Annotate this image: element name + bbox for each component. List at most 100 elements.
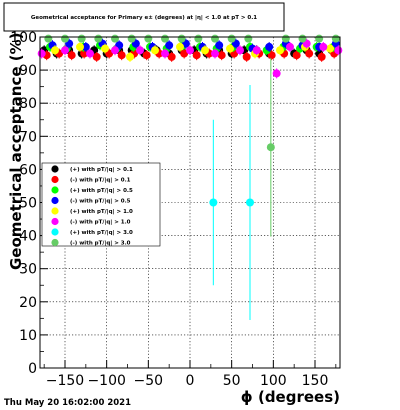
data-point — [319, 42, 328, 51]
series-4 — [51, 41, 334, 62]
data-point — [142, 51, 151, 60]
data-point — [111, 46, 119, 55]
data-point — [236, 46, 244, 55]
y-tick-label: 70 — [19, 129, 37, 145]
y-tick-label: 100 — [10, 30, 37, 46]
data-point — [67, 51, 76, 60]
data-point — [305, 49, 314, 58]
legend-marker — [51, 165, 59, 173]
data-point — [180, 49, 189, 58]
y-tick-label: 10 — [19, 328, 37, 344]
data-point — [331, 34, 340, 43]
legend: (+) with pT/|q| > 0.1 (-) with pT/|q| > 0… — [41, 162, 161, 247]
data-point — [101, 44, 109, 53]
data-point — [211, 49, 219, 58]
data-point — [176, 42, 184, 51]
y-tick-label: 60 — [19, 162, 37, 178]
data-point — [315, 34, 324, 43]
x-tick-label: −150 — [46, 373, 84, 389]
data-point — [266, 143, 275, 152]
data-point — [161, 34, 169, 43]
legend-marker — [51, 207, 59, 215]
x-tick-label: −100 — [87, 373, 125, 389]
data-point — [165, 41, 174, 50]
data-point — [117, 51, 126, 60]
data-point — [167, 52, 176, 61]
data-point — [81, 42, 90, 51]
y-tick-label: 80 — [19, 96, 37, 112]
data-point — [136, 46, 144, 55]
data-point — [227, 34, 236, 43]
legend-marker — [51, 186, 59, 194]
data-point — [94, 34, 103, 43]
data-point — [86, 49, 94, 58]
data-point — [61, 34, 69, 43]
legend-entry-label: (-) with pT/|q| > 0.1 — [70, 178, 131, 184]
x-tick-label: 50 — [223, 373, 241, 389]
series-5 — [37, 38, 343, 79]
legend-entry-label: (+) with pT/|q| > 1.0 — [70, 209, 133, 215]
data-point — [217, 51, 226, 60]
data-point — [242, 52, 251, 61]
y-tick-label: 0 — [28, 361, 37, 377]
data-point — [326, 44, 334, 53]
legend-marker — [51, 238, 59, 247]
y-axis-title: Geometrical acceptance (%) — [7, 33, 25, 271]
tick-labels: −150 −100 −50 0 50 100 150 0 10 20 30 40 50 60 70 80 90 1… — [10, 30, 328, 389]
data-point — [226, 44, 234, 53]
x-tick-label: 100 — [260, 373, 287, 389]
data-point — [267, 51, 276, 60]
data-point — [186, 46, 194, 55]
data-point — [211, 34, 219, 43]
data-point — [265, 42, 274, 51]
series-6 — [209, 84, 254, 321]
data-point — [76, 42, 84, 51]
data-point — [215, 41, 224, 50]
data-point — [127, 34, 136, 43]
plot-frame — [39, 36, 341, 369]
data-point — [286, 42, 294, 51]
data-point — [92, 52, 101, 61]
data-point — [298, 34, 307, 43]
data-point — [144, 34, 153, 43]
legend-entry-label: (-) with pT/|q| > 1.0 — [70, 220, 131, 226]
legend-entry-label: (+) with pT/|q| > 0.1 — [70, 167, 133, 173]
legend-marker — [51, 196, 59, 205]
legend-entry-label: (+) with pT/|q| > 3.0 — [70, 230, 133, 236]
y-tick-label: 90 — [19, 63, 37, 79]
x-tick-label: 0 — [186, 373, 195, 389]
x-tick-label: 150 — [302, 373, 329, 389]
timestamp-label: Thu May 20 16:02:00 2021 — [4, 398, 131, 408]
legend-marker — [51, 175, 59, 184]
data-point — [317, 52, 326, 61]
data-point — [194, 34, 203, 43]
chart-title: Geometrical acceptance for Primary e± (d… — [31, 15, 257, 21]
data-point — [272, 69, 281, 78]
chart-title-box: Geometrical acceptance for Primary e± (d… — [3, 2, 285, 32]
data-point — [126, 52, 134, 61]
y-tick-label: 50 — [19, 196, 37, 212]
data-point — [161, 49, 169, 58]
x-tick-label: −50 — [134, 373, 164, 389]
legend-entry-label: (-) with pT/|q| > 0.5 — [70, 199, 131, 205]
data-point — [61, 46, 69, 55]
data-point — [244, 34, 253, 43]
legend-marker — [51, 228, 59, 236]
legend-marker — [51, 217, 59, 226]
data-point — [276, 46, 284, 55]
data-point — [44, 34, 53, 43]
data-point — [246, 198, 254, 207]
x-axis-title: ϕ (degrees) — [241, 388, 340, 406]
data-point — [51, 46, 59, 55]
data-point — [252, 46, 261, 55]
y-tick-label: 20 — [19, 295, 37, 311]
legend-entry-label: (+) with pT/|q| > 0.5 — [70, 188, 133, 194]
data-point — [192, 51, 201, 60]
data-point — [209, 198, 218, 207]
data-point — [281, 34, 290, 43]
y-tick-label: 40 — [19, 229, 37, 245]
data-point — [177, 34, 186, 43]
data-point — [77, 34, 86, 43]
data-point — [37, 49, 46, 58]
